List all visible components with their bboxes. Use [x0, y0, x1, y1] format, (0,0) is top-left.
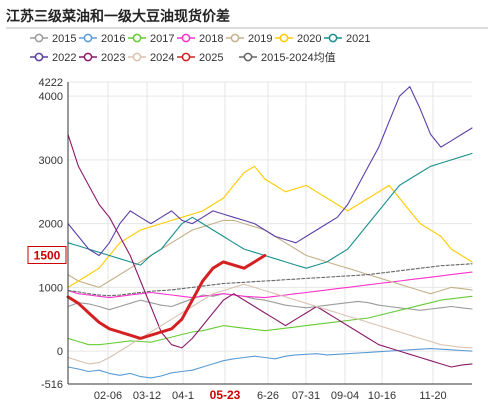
- legend-label-2017: 2017: [150, 33, 174, 45]
- legend-label-2015: 2015: [52, 33, 76, 45]
- annotation-box: [27, 246, 67, 265]
- legend-marker-2019: [230, 33, 240, 43]
- x-tick-label: 11-20: [419, 390, 446, 402]
- legend: 2015 2016 2017 2018 2019 2020 2021 2022 2023 2024…: [30, 33, 370, 64]
- legend-label-2018: 2018: [199, 33, 223, 45]
- series-layer: [66, 86, 473, 379]
- legend-label-2015-2024: 2015-2024均值: [261, 51, 336, 64]
- annotation-label: 1500: [34, 249, 61, 263]
- x-tick-label: 03-12: [133, 390, 161, 402]
- legend-label-2024: 2024: [150, 52, 174, 64]
- legend-label-2021: 2021: [346, 33, 370, 45]
- chart-title: 江苏三级菜油和一级大豆油现货价差: [6, 8, 230, 25]
- legend-marker-2024: [132, 52, 142, 62]
- legend-marker-2016: [83, 33, 93, 43]
- legend-marker-2025: [181, 52, 191, 62]
- legend-label-2019: 2019: [248, 33, 272, 45]
- legend-label-2025: 2025: [199, 52, 223, 64]
- legend-label-2020: 2020: [297, 33, 321, 45]
- legend-marker-2021: [328, 33, 338, 43]
- legend-marker-2020: [279, 33, 289, 43]
- y-tick-label: 4000: [39, 91, 63, 103]
- x-tick-label: 04-1: [172, 390, 194, 402]
- y-tick-label: 2000: [39, 219, 63, 231]
- x-tick-label: 10-16: [368, 390, 396, 402]
- series-line-2016: [67, 348, 473, 379]
- legend-label-2023: 2023: [101, 52, 125, 64]
- y-tick-label: 1000: [39, 282, 63, 294]
- series-line-2015-2024: [67, 263, 473, 297]
- legend-label-2016: 2016: [101, 33, 125, 45]
- series-line-2022: [67, 86, 473, 257]
- y-tick-label: -516: [41, 379, 63, 391]
- series-line-2023: [67, 133, 473, 368]
- y-tick-label: 4222: [39, 77, 63, 89]
- legend-marker-2017: [132, 33, 142, 43]
- series-line-2025: [66, 254, 267, 340]
- legend-marker-2015-2024: [243, 52, 253, 62]
- x-tick-label: 6-26: [257, 390, 279, 402]
- x-tick-label: 05-23: [210, 388, 241, 402]
- x-tick-label: 07-31: [292, 390, 320, 402]
- legend-marker-2015: [34, 33, 44, 43]
- axes: -516 0 1000 2000 3000 4000 4222 02-06 03-12 04-1 0…: [39, 77, 472, 402]
- legend-marker-2023: [83, 52, 93, 62]
- legend-marker-2022: [34, 52, 44, 62]
- series-line-2024: [67, 283, 473, 365]
- series-line-2018: [67, 271, 473, 299]
- x-tick-label: 09-04: [331, 390, 359, 402]
- y-tick-label: 0: [57, 346, 63, 358]
- series-line-2015: [67, 293, 473, 311]
- series-line-2021: [67, 152, 473, 269]
- series-line-2020: [67, 165, 473, 288]
- annotation: 1500: [27, 246, 67, 265]
- legend-label-2022: 2022: [52, 52, 76, 64]
- y-tick-label: 3000: [39, 155, 63, 167]
- x-tick-label: 02-06: [94, 390, 122, 402]
- legend-marker-2018: [181, 33, 191, 43]
